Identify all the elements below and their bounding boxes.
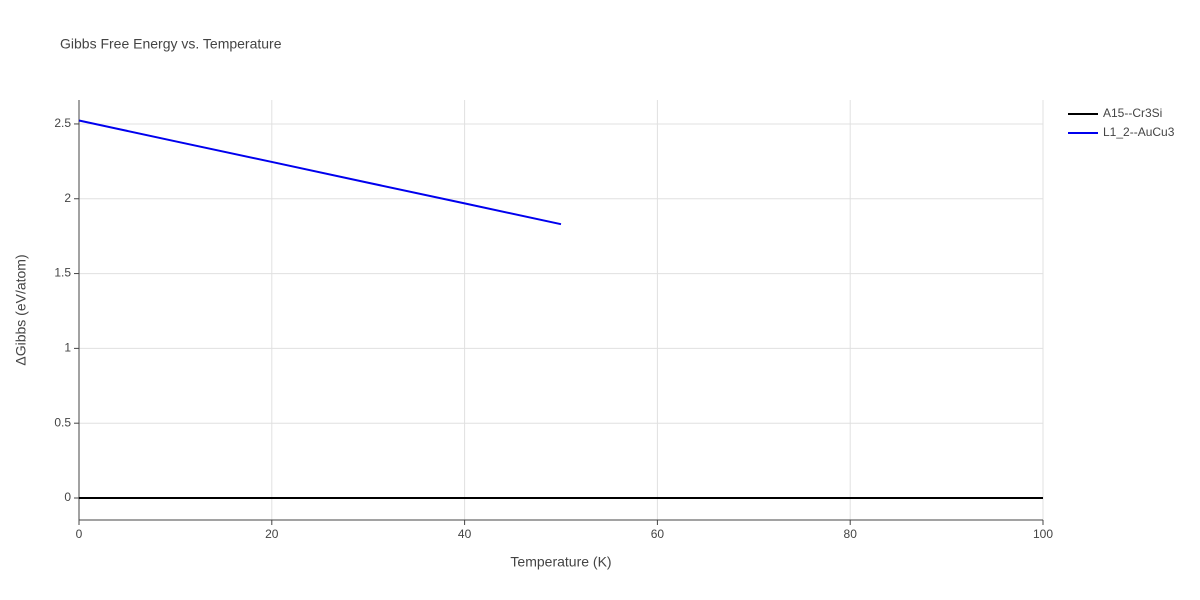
chart-title: Gibbs Free Energy vs. Temperature bbox=[60, 36, 282, 52]
x-tick-label: 100 bbox=[1033, 527, 1053, 541]
x-tick-label: 20 bbox=[265, 527, 279, 541]
series-line bbox=[78, 119, 562, 226]
x-axis-label: Temperature (K) bbox=[510, 554, 611, 570]
legend-label: L1_2--AuCu3 bbox=[1103, 125, 1175, 139]
y-tick-label: 1.5 bbox=[54, 266, 71, 280]
x-tick-label: 40 bbox=[458, 527, 472, 541]
x-tick-label: 0 bbox=[76, 527, 83, 541]
legend-label: A15--Cr3Si bbox=[1103, 106, 1162, 120]
y-tick-label: 2 bbox=[64, 191, 71, 205]
y-axis-label: ΔGibbs (eV/atom) bbox=[13, 254, 29, 365]
y-tick-label: 0 bbox=[64, 490, 71, 504]
x-tick-label: 80 bbox=[844, 527, 858, 541]
y-tick-label: 0.5 bbox=[54, 415, 71, 429]
x-tick-label: 60 bbox=[651, 527, 665, 541]
y-tick-label: 2.5 bbox=[54, 116, 71, 130]
y-tick-label: 1 bbox=[64, 341, 71, 355]
